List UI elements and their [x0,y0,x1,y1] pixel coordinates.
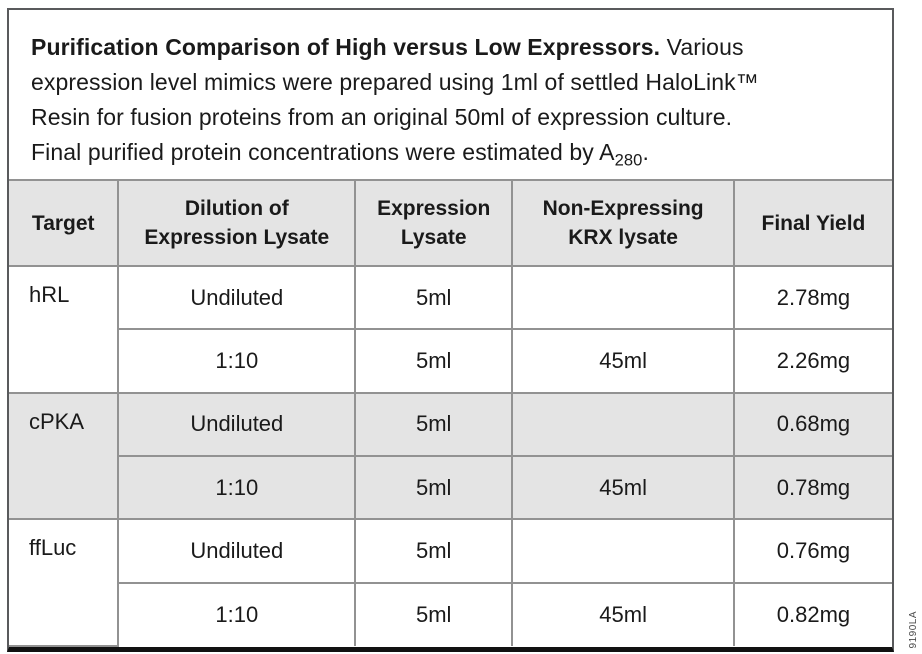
table-row-ffluc-1-10: 1:10 5ml 45ml 0.82mg [9,581,892,646]
header-dilution: Dilution of Expression Lysate [117,179,357,267]
header-final-yield: Final Yield [732,179,892,267]
caption-title: Purification Comparison of High versus L… [31,34,661,60]
final-yield-cell: 0.68mg [732,391,892,457]
target-cell-ffluc: ffLuc [9,518,120,647]
figure-caption: Purification Comparison of High versus L… [9,10,892,179]
caption-text-4: Final purified protein concentrations we… [31,139,615,165]
dilution-cell: Undiluted [117,391,357,457]
expression-lysate-cell: 5ml [354,581,514,646]
krx-lysate-cell: 45ml [511,328,735,394]
caption-line-2: expression level mimics were prepared us… [31,65,884,100]
expression-lysate-cell: 5ml [354,454,514,521]
figure-number: 9190LA [908,610,919,648]
caption-text-2: expression level mimics were prepared us… [31,69,759,95]
caption-text-1: Various [660,34,744,60]
expression-lysate-cell: 5ml [354,518,514,584]
header-expression-lysate: Expression Lysate [354,179,514,267]
expression-lysate-cell: 5ml [354,264,514,331]
krx-lysate-cell [511,518,735,584]
header-row: Target Dilution of Expression Lysate Exp… [9,179,892,267]
krx-lysate-cell: 45ml [511,581,735,646]
expression-lysate-cell: 5ml [354,328,514,394]
dilution-cell: 1:10 [118,454,357,521]
figure-frame: Purification Comparison of High versus L… [7,8,894,652]
table-row-cpka-1-10: 1:10 5ml 45ml 0.78mg [9,454,892,521]
final-yield-cell: 2.78mg [732,264,892,331]
target-cell-hrl: hRL [9,265,120,394]
header-krx-lysate: Non-Expressing KRX lysate [511,179,735,267]
table-row-cpka-undiluted: cPKA Undiluted 5ml 0.68mg [9,391,892,521]
dilution-cell: 1:10 [118,328,357,394]
target-cell-cpka: cPKA [9,391,120,521]
purification-table: Target Dilution of Expression Lysate Exp… [9,179,892,647]
final-yield-cell: 0.78mg [732,454,892,521]
krx-lysate-cell [511,391,735,457]
table-body: hRL Undiluted 5ml 2.78mg 1:10 5ml 45ml 2… [9,264,892,647]
expression-lysate-cell: 5ml [354,391,514,457]
dilution-cell: Undiluted [117,518,357,584]
dilution-cell: Undiluted [117,264,357,331]
caption-tail: . [642,139,649,165]
caption-text-3: Resin for fusion proteins from an origin… [31,104,733,130]
caption-line-3: Resin for fusion proteins from an origin… [31,100,884,135]
table-row-hrl-undiluted: hRL Undiluted 5ml 2.78mg [9,264,892,394]
krx-lysate-cell [511,264,735,331]
final-yield-cell: 0.82mg [732,581,892,646]
krx-lysate-cell: 45ml [511,454,735,521]
caption-line-4: Final purified protein concentrations we… [31,135,884,170]
caption-subscript-280: 280 [614,150,643,170]
table-header: Target Dilution of Expression Lysate Exp… [9,179,892,267]
table-row-ffluc-undiluted: ffLuc Undiluted 5ml 0.76mg [9,518,892,647]
caption-line-1: Purification Comparison of High versus L… [31,30,884,65]
table-row-hrl-1-10: 1:10 5ml 45ml 2.26mg [9,328,892,394]
header-target: Target [9,179,120,267]
final-yield-cell: 2.26mg [732,328,892,394]
final-yield-cell: 0.76mg [732,518,892,584]
dilution-cell: 1:10 [118,581,357,646]
